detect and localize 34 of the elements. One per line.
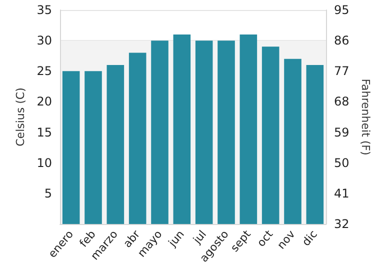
y-tick-label: 5	[44, 186, 52, 200]
bar	[262, 46, 280, 224]
y2-tick-label: 41	[334, 186, 350, 200]
bar	[128, 52, 146, 224]
bar	[151, 40, 168, 224]
bar	[240, 34, 258, 224]
x-tick-label: oct	[254, 227, 276, 250]
y-tick-label: 25	[36, 64, 52, 78]
y2-axis-title: Fahrenheit (F)	[359, 78, 372, 156]
y-tick-label: 30	[36, 34, 52, 48]
y-tick-label: 35	[36, 3, 52, 17]
y-tick-label: 15	[36, 125, 52, 140]
y-axis-title: Celsius (C)	[14, 88, 27, 146]
y2-tick-label: 50	[334, 156, 350, 170]
y2-tick-label: 86	[334, 34, 350, 48]
x-tick-label: abr	[120, 227, 143, 250]
y-tick-label: 20	[36, 94, 52, 109]
y2-tick-label: 77	[334, 64, 350, 78]
bar	[306, 65, 324, 224]
x-tick-label: nov	[274, 227, 298, 252]
y2-tick-label: 95	[334, 3, 350, 17]
y2-tick-label: 59	[334, 125, 350, 140]
bar	[173, 34, 191, 224]
x-tick-label: jun	[165, 228, 187, 250]
bar	[62, 71, 80, 224]
bar	[84, 71, 102, 224]
x-tick-label: dic	[300, 228, 320, 249]
bar	[195, 40, 213, 224]
bar	[218, 40, 235, 224]
y2-tick-label: 32	[334, 217, 350, 231]
bar	[106, 65, 124, 224]
y-tick-label: 10	[36, 156, 52, 170]
y2-tick-label: 68	[334, 94, 350, 109]
bar	[284, 58, 302, 224]
